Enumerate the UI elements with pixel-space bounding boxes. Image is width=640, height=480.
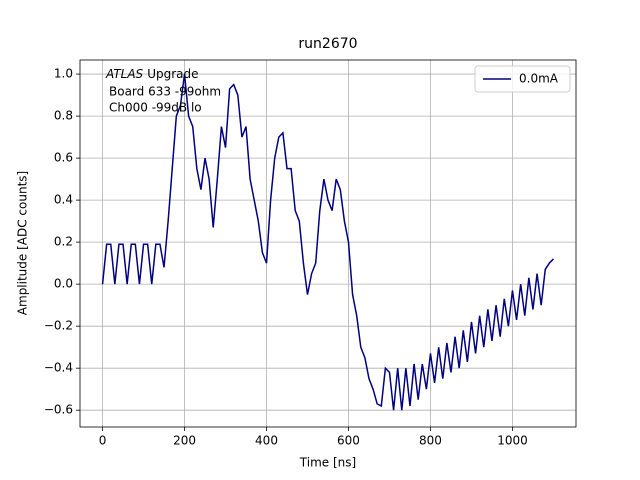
annotation-text: Upgrade — [147, 67, 198, 81]
x-tick-label: 1000 — [497, 434, 528, 448]
annotation: ATLAS Upgrade — [105, 67, 199, 81]
legend-label: 0.0mA — [519, 72, 559, 86]
plot-frame — [79, 59, 577, 428]
data-line — [101, 73, 554, 411]
y-axis-label: Amplitude [ADC counts] — [16, 171, 30, 315]
y-tick-label: 0.6 — [54, 151, 73, 165]
y-tick-label: 0.0 — [54, 277, 73, 291]
y-tick-label: 0.2 — [54, 235, 73, 249]
annotation: Ch000 -99dB lo — [109, 101, 202, 115]
y-tick-label: −0.6 — [44, 403, 73, 417]
chart-title: run2670 — [298, 36, 357, 52]
x-tick-label: 600 — [337, 434, 360, 448]
annotation: Board 633 -99ohm — [109, 85, 221, 99]
y-tick-label: 1.0 — [54, 67, 73, 81]
y-tick-label: −0.2 — [44, 319, 73, 333]
annotation-emphasis: ATLAS — [105, 67, 144, 81]
x-tick-label: 800 — [419, 434, 442, 448]
legend-box — [474, 65, 571, 93]
x-tick-label: 400 — [255, 434, 278, 448]
x-axis-label: Time [ns] — [299, 456, 356, 470]
x-tick-label: 200 — [173, 434, 196, 448]
y-tick-label: 0.4 — [54, 193, 73, 207]
y-tick-label: 0.8 — [54, 109, 73, 123]
x-tick-label: 0 — [99, 434, 107, 448]
y-tick-label: −0.4 — [44, 361, 73, 375]
